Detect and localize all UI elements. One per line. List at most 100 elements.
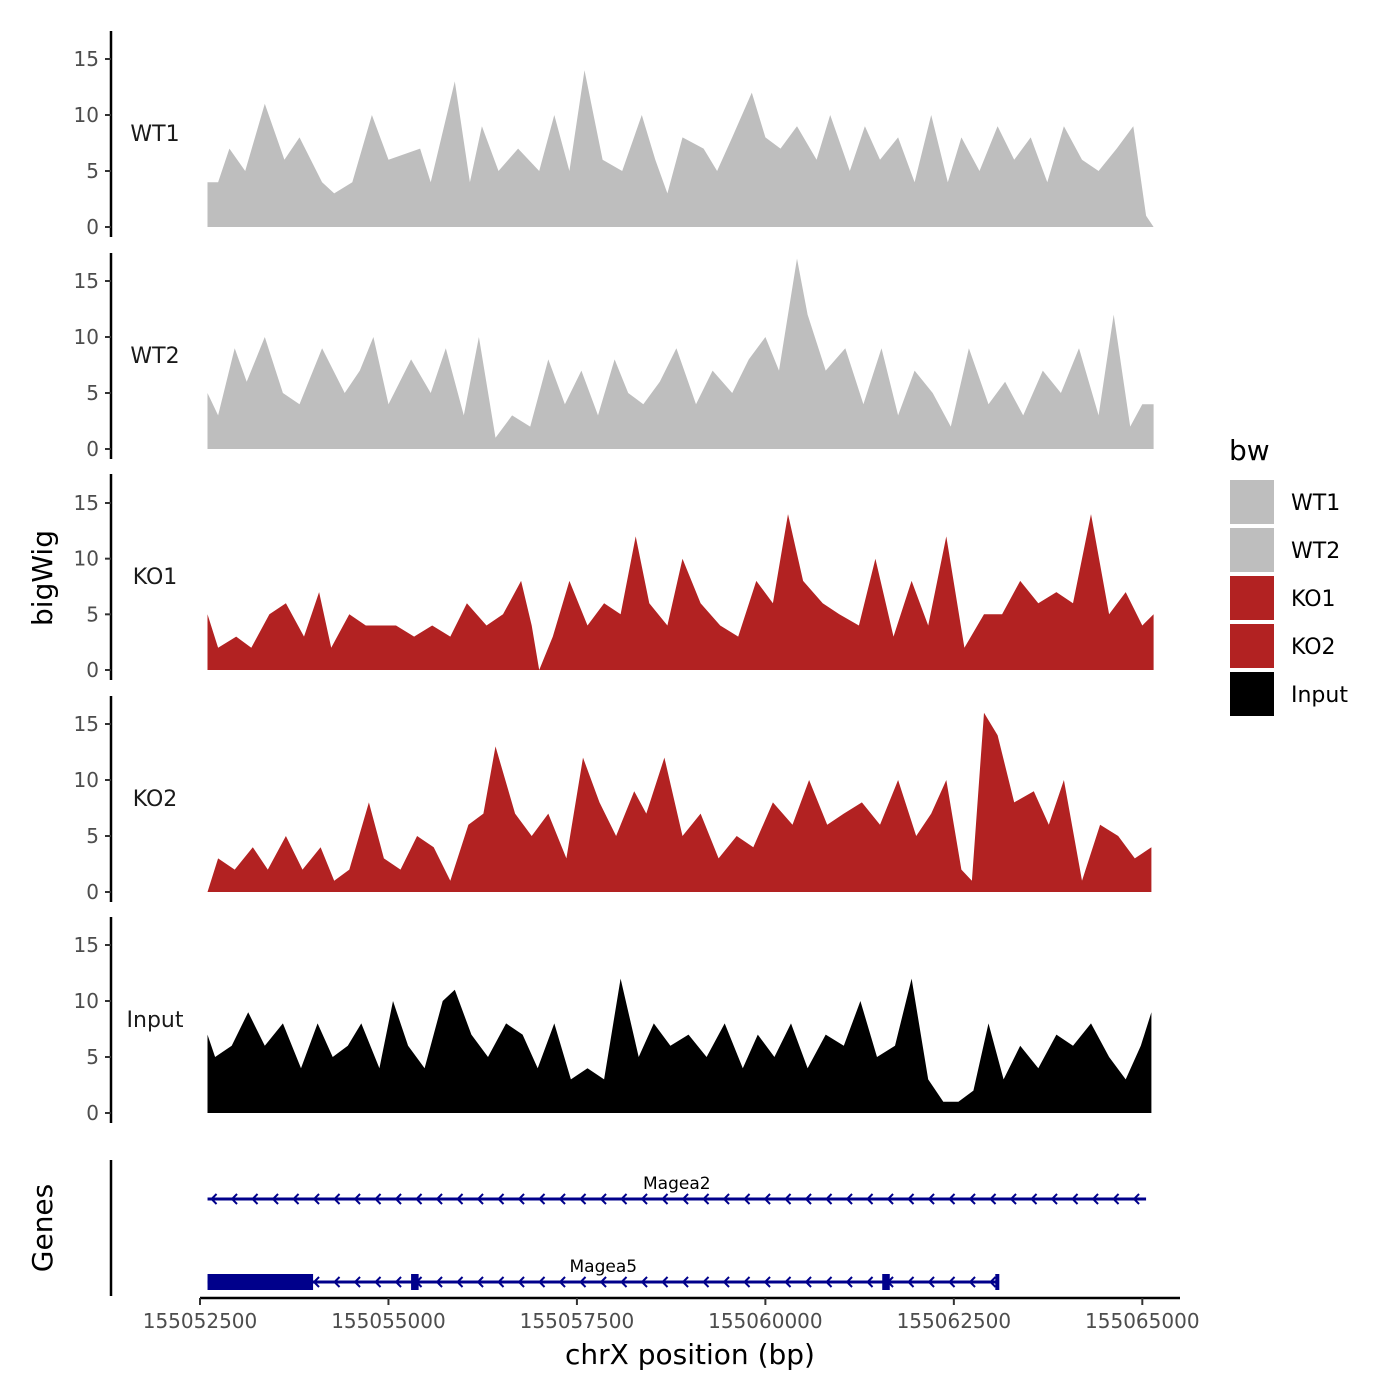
strand-arrow (1091, 1193, 1099, 1205)
strand-arrow (722, 1276, 730, 1288)
legend-label: KO1 (1291, 587, 1336, 612)
strand-arrow (517, 1276, 525, 1288)
strand-arrow (435, 1276, 443, 1288)
strand-arrow (599, 1193, 607, 1205)
strand-arrow (722, 1193, 730, 1205)
panel-ko1: 0 5 10 15 KO1 (74, 474, 1154, 682)
strand-arrow (825, 1276, 833, 1288)
x-tick-label: 155057500 (520, 1309, 635, 1333)
strand-arrow (538, 1276, 546, 1288)
track-label-wt1: WT1 (130, 122, 179, 147)
strand-arrow (681, 1276, 689, 1288)
y-tick-label: 5 (86, 1045, 99, 1069)
area-wt1 (207, 70, 1154, 227)
legend-label: KO2 (1291, 635, 1336, 660)
x-tick-label: 155065000 (1085, 1309, 1200, 1333)
strand-arrow (558, 1276, 566, 1288)
strand-arrow (702, 1276, 710, 1288)
strand-arrow (661, 1193, 669, 1205)
y-tick-label: 10 (74, 325, 99, 349)
y-tick-label: 0 (86, 1101, 99, 1125)
x-tick-label: 155062500 (897, 1309, 1012, 1333)
strand-arrow (620, 1276, 628, 1288)
strand-arrow (886, 1193, 894, 1205)
strand-arrow (374, 1276, 382, 1288)
y-tick-label: 5 (86, 159, 99, 183)
strand-arrow (743, 1276, 751, 1288)
strand-arrow (312, 1276, 320, 1288)
x-tick-label: 155055000 (331, 1309, 446, 1333)
legend-key-ko1 (1230, 576, 1274, 620)
exon (411, 1274, 419, 1290)
strand-arrow (538, 1193, 546, 1205)
strand-arrow (661, 1276, 669, 1288)
y-tick-label: 5 (86, 602, 99, 626)
genes-axis-title: Genes (26, 1184, 59, 1272)
legend-key-wt2 (1230, 528, 1274, 572)
strand-arrow (497, 1276, 505, 1288)
strand-arrow (866, 1276, 874, 1288)
panel-wt2: 0 5 10 15 WT2 (74, 253, 1154, 461)
y-tick-label: 10 (74, 989, 99, 1013)
strand-arrow (968, 1276, 976, 1288)
strand-arrow (1071, 1193, 1079, 1205)
area-ko1 (207, 514, 1154, 670)
panel-input: 0 5 10 15 Input (74, 917, 1152, 1125)
signal-panels: 0 5 10 15 WT1 0 5 10 15 WT2 0 5 10 15 KO1 0 5 10 15 KO2 0 5 10… (74, 31, 1154, 1125)
strand-arrow (866, 1193, 874, 1205)
strand-arrow (825, 1193, 833, 1205)
area-ko2 (207, 712, 1152, 892)
strand-arrow (517, 1193, 525, 1205)
strand-arrow (681, 1193, 689, 1205)
strand-arrow (1132, 1193, 1140, 1205)
y-tick-label: 5 (86, 381, 99, 405)
strand-arrow (333, 1276, 341, 1288)
strand-arrow (394, 1276, 402, 1288)
strand-arrow (989, 1193, 997, 1205)
y-axis-title: bigWig (26, 530, 59, 626)
legend-label: WT2 (1291, 539, 1340, 564)
strand-arrow (845, 1193, 853, 1205)
strand-arrow (702, 1193, 710, 1205)
strand-arrow (1009, 1193, 1017, 1205)
exon (207, 1274, 314, 1290)
y-tick-label: 0 (86, 880, 99, 904)
y-tick-label: 5 (86, 824, 99, 848)
panel-wt1: 0 5 10 15 WT1 (74, 31, 1154, 239)
y-tick-label: 15 (74, 47, 99, 71)
strand-arrow (784, 1193, 792, 1205)
track-label-ko1: KO1 (133, 565, 178, 590)
strand-arrow (968, 1193, 976, 1205)
strand-arrow (1112, 1193, 1120, 1205)
strand-arrow (763, 1193, 771, 1205)
x-tick-label: 155060000 (708, 1309, 823, 1333)
legend: bw WT1 WT2 KO1 KO2 Input (1229, 434, 1348, 716)
strand-arrow (927, 1276, 935, 1288)
strand-arrow (579, 1276, 587, 1288)
strand-arrow (374, 1193, 382, 1205)
gene-track-panel: Magea2 Magea5 (109, 1160, 1147, 1296)
strand-arrow (579, 1193, 587, 1205)
strand-arrow (210, 1193, 218, 1205)
strand-arrow (640, 1276, 648, 1288)
strand-arrow (927, 1193, 935, 1205)
strand-arrow (1030, 1193, 1038, 1205)
strand-arrow (230, 1193, 238, 1205)
track-label-ko2: KO2 (133, 787, 178, 812)
legend-key-ko2 (1230, 624, 1274, 668)
gene-magea2: Magea2 (207, 1174, 1147, 1205)
strand-arrow (948, 1276, 956, 1288)
legend-label: WT1 (1291, 491, 1340, 516)
strand-arrow (907, 1276, 915, 1288)
strand-arrow (394, 1193, 402, 1205)
strand-arrow (804, 1193, 812, 1205)
strand-arrow (599, 1276, 607, 1288)
legend-label: Input (1291, 683, 1348, 708)
strand-arrow (353, 1193, 361, 1205)
area-wt2 (207, 258, 1154, 449)
legend-title: bw (1229, 434, 1270, 467)
strand-arrow (476, 1276, 484, 1288)
strand-arrow (845, 1276, 853, 1288)
y-tick-label: 10 (74, 547, 99, 571)
